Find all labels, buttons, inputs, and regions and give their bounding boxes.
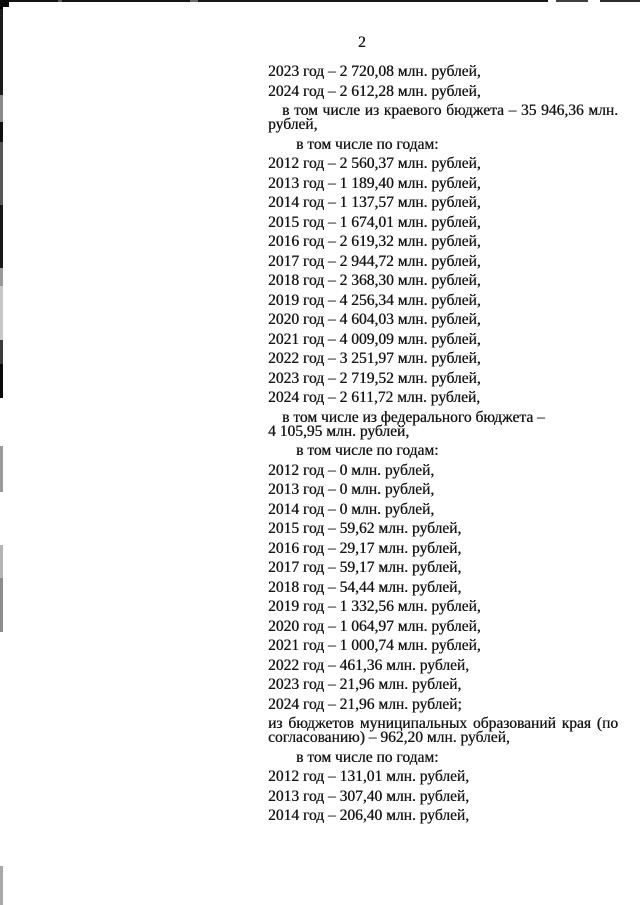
text-line: 2023 год – 21,96 млн. рублей, [268,676,462,693]
text-line: 2019 год – 4 256,34 млн. рублей, [268,291,481,309]
text-line: 2024 год – 21,96 млн. рублей; [268,695,462,713]
text-line: 2019 год – 1 332,56 млн. рублей, [268,598,481,615]
text-line: 2013 год – 307,40 млн. рублей, [268,787,470,805]
text-line: 2017 год – 59,17 млн. рублей, [268,559,462,576]
text-line: 2020 год – 1 064,97 млн. рублей, [268,617,481,635]
text-column: 2 2023 год – 2 720,08 млн. рублей, 2024 … [268,34,618,829]
text-line: 2021 год – 1 000,74 млн. рублей, [268,637,481,654]
page-number: 2 [358,34,366,51]
text-line: 2012 год – 131,01 млн. рублей, [268,768,470,785]
text-line-subheading: в том числе по годам: [296,748,439,766]
text-line: в том числе из федерального бюджета – [282,408,545,426]
text-line: рублей, [268,116,318,133]
text-line: 2023 год – 2 719,52 млн. рублей, [268,369,481,387]
text-line: 2022 год – 3 251,97 млн. рублей, [268,350,481,367]
text-line: в том числе из краевого бюджета – 35 946… [282,102,618,119]
scan-artifact-left-edge [0,0,3,905]
text-line: из бюджетов муниципальных образований кр… [268,715,618,732]
text-line: 2014 год – 0 млн. рублей, [268,500,435,518]
text-line: 2024 год – 2 611,72 млн. рублей, [268,389,481,406]
text-line: 2013 год – 0 млн. рублей, [268,481,435,498]
scan-artifact-corner [0,0,9,7]
text-line-subheading: в том числе по годам: [296,442,439,459]
text-line: 2014 год – 206,40 млн. рублей, [268,807,470,824]
text-line: 2016 год – 29,17 млн. рублей, [268,539,462,557]
text-line-subheading: в том числе по годам: [296,135,439,153]
text-line: 2015 год – 59,62 млн. рублей, [268,520,462,537]
text-line: 2023 год – 2 720,08 млн. рублей, [268,63,481,80]
text-line: 2022 год – 461,36 млн. рублей, [268,656,470,674]
text-line: 2018 год – 2 368,30 млн. рублей, [268,272,481,289]
text-line: 2017 год – 2 944,72 млн. рублей, [268,252,481,270]
text-line: 4 105,95 млн. рублей, [268,422,410,440]
text-line: согласованию) – 962,20 млн. рублей, [268,729,510,746]
text-line: 2016 год – 2 619,32 млн. рублей, [268,233,481,250]
text-line: 2012 год – 0 млн. рублей, [268,461,435,479]
text-line: 2013 год – 1 189,40 млн. рублей, [268,174,481,192]
text-line: 2024 год – 2 612,28 млн. рублей, [268,82,481,100]
text-line: 2015 год – 1 674,01 млн. рублей, [268,213,481,231]
text-line: 2020 год – 4 604,03 млн. рублей, [268,311,481,328]
text-line: 2014 год – 1 137,57 млн. рублей, [268,194,481,211]
text-line: 2021 год – 4 009,09 млн. рублей, [268,330,481,348]
text-line: 2012 год – 2 560,37 млн. рублей, [268,155,481,172]
scan-artifact-top-edge [0,0,640,2]
text-line: 2018 год – 54,44 млн. рублей, [268,578,462,596]
